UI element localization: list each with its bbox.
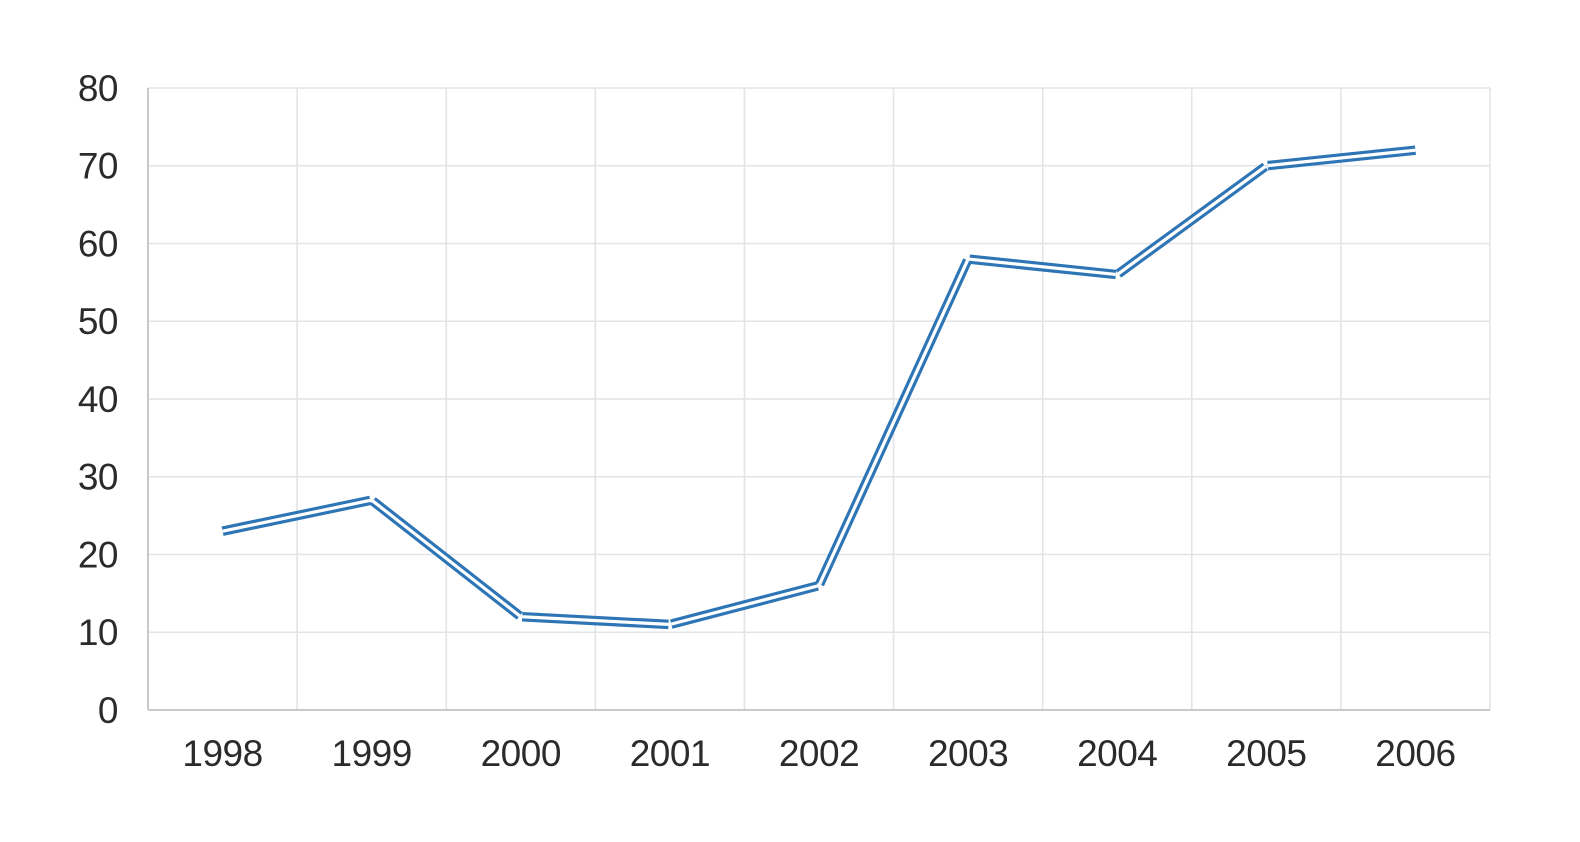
y-tick-label: 40 bbox=[78, 379, 118, 420]
data-line-core bbox=[522, 615, 669, 626]
y-tick-label: 80 bbox=[78, 68, 118, 109]
x-tick-label: 2006 bbox=[1375, 733, 1455, 774]
y-tick-label: 30 bbox=[78, 457, 118, 498]
x-tick-label: 2005 bbox=[1226, 733, 1306, 774]
x-tick-label: 2003 bbox=[928, 733, 1008, 774]
y-axis-labels: 0 10 20 30 40 50 60 70 80 bbox=[78, 68, 119, 731]
y-tick-label: 70 bbox=[78, 146, 118, 187]
data-line-core bbox=[1267, 148, 1416, 168]
y-tick-label: 20 bbox=[78, 534, 118, 575]
x-tick-label: 2002 bbox=[779, 733, 859, 774]
y-tick-label: 60 bbox=[78, 223, 118, 264]
x-tick-label: 2001 bbox=[630, 733, 710, 774]
x-tick-label: 2000 bbox=[481, 733, 561, 774]
data-line-core bbox=[371, 499, 521, 618]
y-tick-label: 0 bbox=[98, 690, 118, 731]
data-line-core bbox=[969, 257, 1116, 277]
x-tick-label: 2004 bbox=[1077, 733, 1157, 774]
y-tick-label: 10 bbox=[78, 612, 118, 653]
data-line-core bbox=[670, 584, 819, 626]
data-line-core bbox=[1117, 165, 1267, 276]
y-tick-label: 50 bbox=[78, 301, 118, 342]
data-line-core bbox=[222, 498, 371, 533]
data-series bbox=[221, 145, 1416, 630]
data-line-core bbox=[818, 259, 969, 585]
x-tick-label: 1999 bbox=[332, 733, 412, 774]
x-tick-label: 1998 bbox=[182, 733, 262, 774]
x-axis-labels: 1998 1999 2000 2001 2002 2003 2004 2005 2006 bbox=[182, 733, 1456, 774]
